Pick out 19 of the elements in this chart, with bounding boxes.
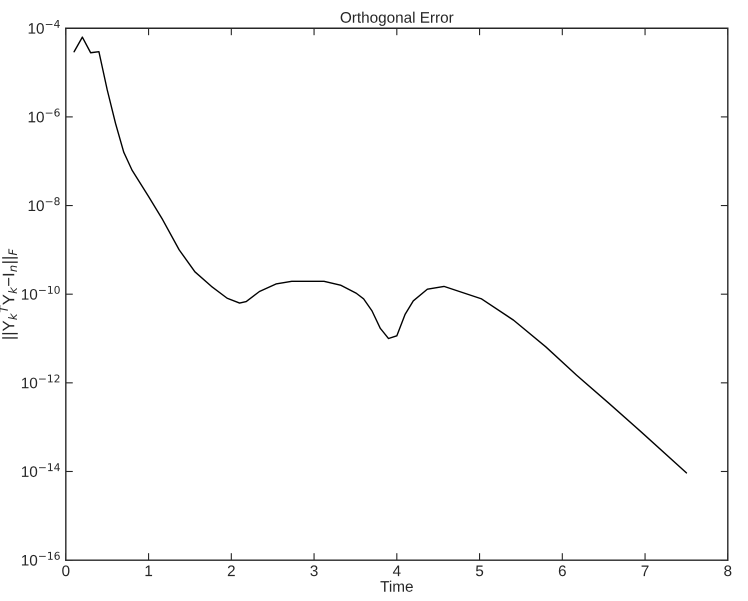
y-tick-label: 10$^{−10}$ [22,286,60,300]
x-tick-label: 7 [642,566,649,576]
x-tick-label: 6 [558,565,566,576]
x-tick-label: 4 [392,566,401,576]
y-tick-label: 10$^{−14}$ [22,463,60,478]
x-tick-label: 1 [145,566,152,576]
x-tick-label: 8 [724,565,732,576]
y-tick-label: 10$^{−4}$ [28,20,60,34]
y-tick-label: 10$^{−12}$ [22,374,60,388]
x-tick-label: 3 [310,565,318,576]
x-tick-label: 0 [62,565,70,576]
x-tick-label: 5 [476,566,484,576]
chart-title: Orthogonal Error [340,12,454,26]
x-axis-title: Time [380,580,413,592]
y-tick-label: 10$^{−6}$ [28,108,60,122]
y-tick-label: 10$^{−16}$ [22,552,60,566]
x-tick-label: 2 [228,565,235,576]
y-tick-label: 10$^{−8}$ [28,197,60,212]
line-series [73,36,688,474]
